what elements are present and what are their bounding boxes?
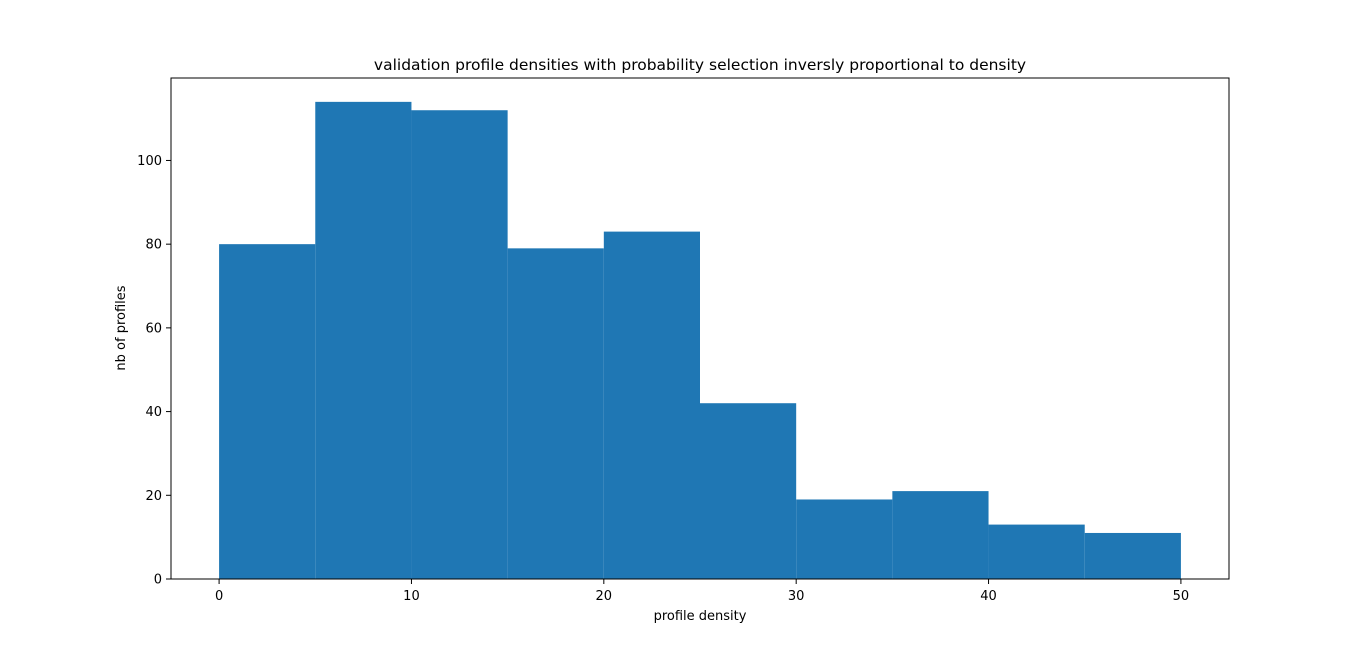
histogram-bar-1 (315, 101, 412, 580)
chart-title: validation profile densities with probab… (374, 56, 1026, 74)
y-tick-label-3: 60 (145, 321, 162, 336)
x-tick-label-3: 30 (788, 589, 805, 604)
y-tick-label-5: 100 (137, 154, 162, 169)
x-tick-label-1: 10 (403, 589, 420, 604)
x-axis-label: profile density (654, 609, 747, 624)
x-tick-label-5: 50 (1173, 589, 1190, 604)
histogram-bar-3 (507, 248, 604, 579)
histogram-bar-5 (700, 403, 797, 579)
x-axis-ticks: 0 10 20 30 40 50 (215, 579, 1189, 604)
y-axis-ticks: 0 20 40 60 80 100 (137, 154, 171, 588)
plot-area-frame (170, 77, 1230, 580)
histogram-bar-4 (603, 231, 700, 580)
histogram-bar-2 (411, 110, 508, 579)
y-tick-label-1: 20 (145, 489, 162, 504)
y-tick-label-4: 80 (145, 238, 162, 253)
bars-layer (219, 101, 1181, 580)
x-tick-label-0: 0 (215, 589, 223, 604)
histogram-bar-0 (219, 244, 316, 579)
histogram-bar-7 (892, 491, 989, 579)
histogram-bar-6 (796, 499, 893, 579)
y-tick-label-0: 0 (154, 573, 162, 588)
y-axis-label: nb of profiles (114, 285, 129, 370)
x-tick-label-4: 40 (980, 589, 997, 604)
x-tick-label-2: 20 (596, 589, 613, 604)
histogram-bar-8 (988, 524, 1085, 579)
histogram-bar-9 (1084, 532, 1181, 579)
y-tick-label-2: 40 (145, 405, 162, 420)
